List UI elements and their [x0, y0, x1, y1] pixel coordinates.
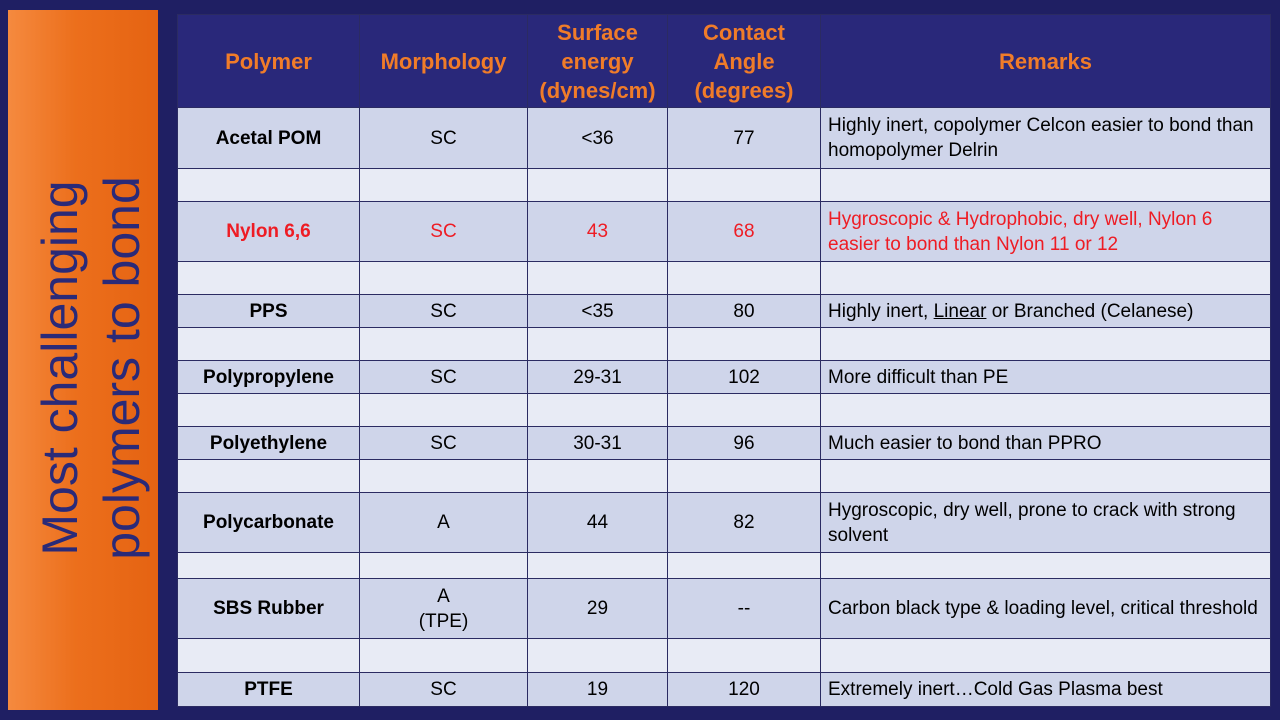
- spacer-row: [177, 459, 1271, 493]
- side-title-line-2: polymers to bond: [94, 176, 150, 560]
- cell-remarks: Hygroscopic, dry well, prone to crack wi…: [820, 492, 1271, 553]
- side-title-line-1: Most challenging: [32, 180, 88, 556]
- table-row-highlighted: Nylon 6,6 SC 43 68 Hygroscopic & Hydroph…: [177, 201, 1271, 262]
- spacer-row: [177, 638, 1271, 673]
- cell-surface-energy: 44: [527, 492, 668, 553]
- header-surface-energy-line-2: energy: [561, 48, 634, 74]
- cell-remarks: Highly inert, Linear or Branched (Celane…: [820, 294, 1271, 328]
- cell-polymer: Nylon 6,6: [177, 201, 360, 262]
- header-contact-angle: Contact Angle (degrees): [667, 14, 821, 108]
- cell-polymer: Polyethylene: [177, 426, 360, 460]
- cell-remarks: Hygroscopic & Hydrophobic, dry well, Nyl…: [820, 201, 1271, 262]
- cell-morphology: A (TPE): [359, 578, 528, 639]
- cell-morphology: SC: [359, 426, 528, 460]
- cell-polymer: Polycarbonate: [177, 492, 360, 553]
- spacer-row: [177, 552, 1271, 579]
- cell-surface-energy: <35: [527, 294, 668, 328]
- cell-morphology: SC: [359, 107, 528, 169]
- header-remarks: Remarks: [820, 14, 1271, 108]
- cell-contact-angle: 96: [667, 426, 821, 460]
- header-morphology: Morphology: [359, 14, 528, 108]
- cell-surface-energy: 43: [527, 201, 668, 262]
- header-contact-angle-line-3: (degrees): [694, 77, 794, 103]
- cell-contact-angle: 102: [667, 360, 821, 394]
- cell-remarks: Carbon black type & loading level, criti…: [820, 578, 1271, 639]
- cell-surface-energy: <36: [527, 107, 668, 169]
- cell-contact-angle: 77: [667, 107, 821, 169]
- table-row: SBS Rubber A (TPE) 29 -- Carbon black ty…: [177, 578, 1271, 639]
- cell-morphology: SC: [359, 294, 528, 328]
- cell-surface-energy: 29: [527, 578, 668, 639]
- cell-contact-angle: --: [667, 578, 821, 639]
- polymer-table: Polymer Morphology Surface energy (dynes…: [177, 14, 1271, 707]
- cell-morphology: SC: [359, 672, 528, 707]
- cell-remarks: Highly inert, copolymer Celcon easier to…: [820, 107, 1271, 169]
- morphology-line-1: A: [437, 585, 450, 607]
- table-row: PPS SC <35 80 Highly inert, Linear or Br…: [177, 294, 1271, 328]
- cell-morphology: SC: [359, 360, 528, 394]
- cell-surface-energy: 30-31: [527, 426, 668, 460]
- header-polymer: Polymer: [177, 14, 360, 108]
- table-row: Polyethylene SC 30-31 96 Much easier to …: [177, 426, 1271, 460]
- cell-surface-energy: 19: [527, 672, 668, 707]
- cell-polymer: PTFE: [177, 672, 360, 707]
- remarks-text: Highly inert,: [828, 300, 934, 322]
- cell-polymer: SBS Rubber: [177, 578, 360, 639]
- table-header-row: Polymer Morphology Surface energy (dynes…: [177, 14, 1271, 108]
- spacer-row: [177, 393, 1271, 427]
- header-surface-energy-line-3: (dynes/cm): [539, 77, 656, 103]
- spacer-row: [177, 168, 1271, 202]
- cell-contact-angle: 68: [667, 201, 821, 262]
- cell-contact-angle: 120: [667, 672, 821, 707]
- side-title-panel: Most challenging polymers to bond: [8, 10, 158, 710]
- cell-surface-energy: 29-31: [527, 360, 668, 394]
- table-row: Acetal POM SC <36 77 Highly inert, copol…: [177, 107, 1271, 169]
- header-surface-energy: Surface energy (dynes/cm): [527, 14, 668, 108]
- header-contact-angle-line-1: Contact: [703, 19, 785, 45]
- spacer-row: [177, 261, 1271, 295]
- remarks-underlined-text: Linear: [933, 300, 987, 322]
- cell-polymer: PPS: [177, 294, 360, 328]
- cell-morphology: SC: [359, 201, 528, 262]
- table-row: Polypropylene SC 29-31 102 More difficul…: [177, 360, 1271, 394]
- cell-contact-angle: 82: [667, 492, 821, 553]
- side-title: Most challenging polymers to bond: [29, 176, 153, 560]
- cell-morphology: A: [359, 492, 528, 553]
- header-surface-energy-line-1: Surface: [557, 19, 638, 45]
- spacer-row: [177, 327, 1271, 361]
- cell-remarks: More difficult than PE: [820, 360, 1271, 394]
- morphology-line-2: (TPE): [418, 610, 469, 632]
- cell-contact-angle: 80: [667, 294, 821, 328]
- cell-polymer: Polypropylene: [177, 360, 360, 394]
- cell-remarks: Extremely inert…Cold Gas Plasma best: [820, 672, 1271, 707]
- remarks-text: or Branched (Celanese): [986, 300, 1194, 322]
- table-row: PTFE SC 19 120 Extremely inert…Cold Gas …: [177, 672, 1271, 707]
- polymer-table-container: Polymer Morphology Surface energy (dynes…: [177, 14, 1271, 707]
- cell-polymer: Acetal POM: [177, 107, 360, 169]
- cell-remarks: Much easier to bond than PPRO: [820, 426, 1271, 460]
- table-row: Polycarbonate A 44 82 Hygroscopic, dry w…: [177, 492, 1271, 553]
- header-contact-angle-line-2: Angle: [713, 48, 775, 74]
